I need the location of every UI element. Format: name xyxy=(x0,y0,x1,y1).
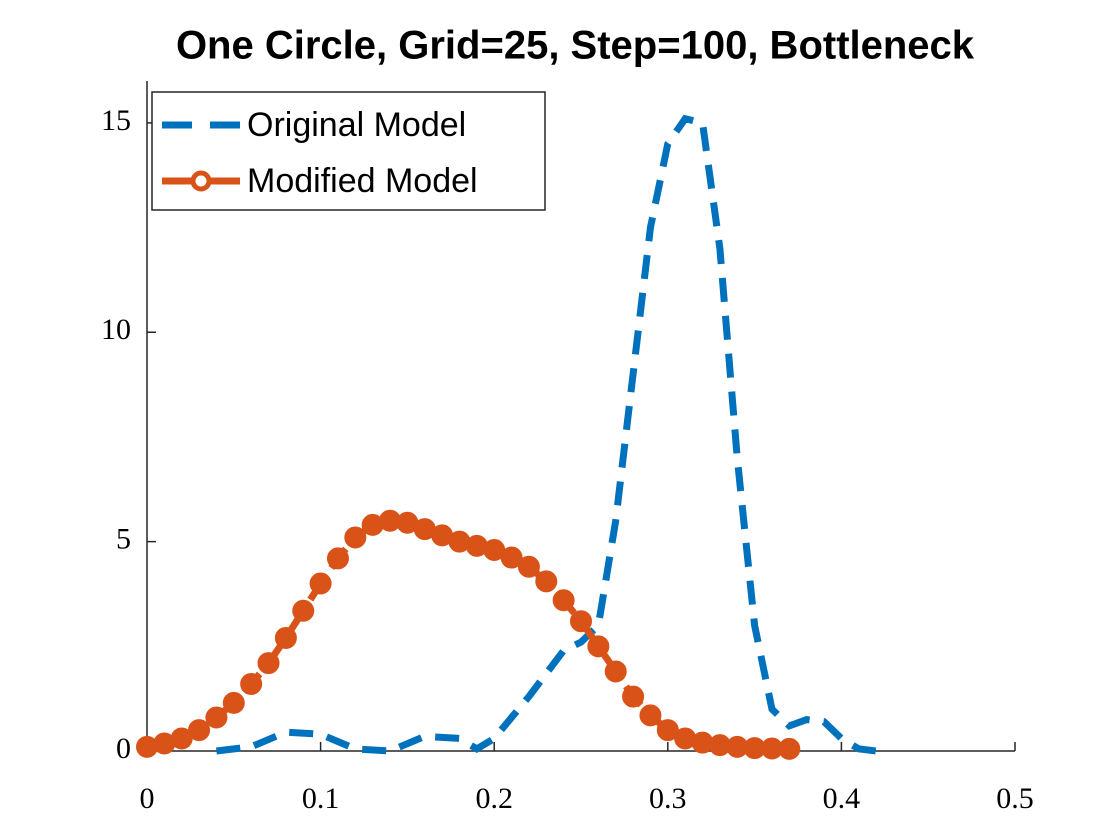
x-tick-label: 0.4 xyxy=(823,782,861,815)
marker xyxy=(674,727,697,750)
marker xyxy=(552,589,575,612)
series-line xyxy=(216,114,877,755)
marker xyxy=(396,511,419,534)
marker xyxy=(656,719,679,742)
y-tick-label: 0 xyxy=(116,732,131,765)
legend-label: Modified Model xyxy=(247,162,478,200)
y-tick-label: 10 xyxy=(101,313,131,346)
marker xyxy=(413,518,436,541)
marker xyxy=(136,735,158,758)
marker xyxy=(222,691,245,714)
x-tick-label: 0 xyxy=(140,782,155,815)
marker xyxy=(726,735,749,758)
marker xyxy=(517,555,540,578)
marker xyxy=(257,652,280,675)
y-tick-label: 15 xyxy=(101,104,131,137)
x-tick-label: 0.2 xyxy=(475,782,513,815)
marker xyxy=(205,706,228,729)
marker xyxy=(760,737,783,760)
marker xyxy=(778,737,801,760)
marker xyxy=(188,719,211,742)
marker xyxy=(604,660,627,683)
marker xyxy=(691,731,714,754)
x-tick-label: 0.5 xyxy=(996,782,1034,815)
marker xyxy=(344,526,367,549)
marker xyxy=(292,599,315,622)
marker xyxy=(326,547,349,570)
marker xyxy=(361,513,384,536)
x-tick-label: 0.3 xyxy=(649,782,687,815)
x-tick-label: 0.1 xyxy=(302,782,340,815)
y-tick-label: 5 xyxy=(116,523,131,556)
marker xyxy=(535,570,558,593)
series-line xyxy=(146,517,790,753)
marker xyxy=(274,626,297,649)
marker xyxy=(639,704,662,727)
marker xyxy=(431,524,454,547)
legend-box xyxy=(151,91,546,211)
marker xyxy=(708,734,731,757)
legend-marker xyxy=(190,170,212,192)
marker xyxy=(587,635,610,658)
marker xyxy=(309,572,332,595)
marker xyxy=(743,737,766,760)
legend-label: Original Model xyxy=(247,106,466,144)
marker xyxy=(465,534,488,557)
marker xyxy=(153,732,176,755)
chart-title: One Circle, Grid=25, Step=100, Bottlenec… xyxy=(176,24,975,68)
marker xyxy=(170,727,193,750)
marker xyxy=(500,546,523,569)
marker xyxy=(570,610,592,633)
marker xyxy=(448,530,471,553)
marker xyxy=(622,685,645,708)
marker xyxy=(240,673,263,695)
marker xyxy=(379,509,402,532)
marker xyxy=(483,539,506,561)
